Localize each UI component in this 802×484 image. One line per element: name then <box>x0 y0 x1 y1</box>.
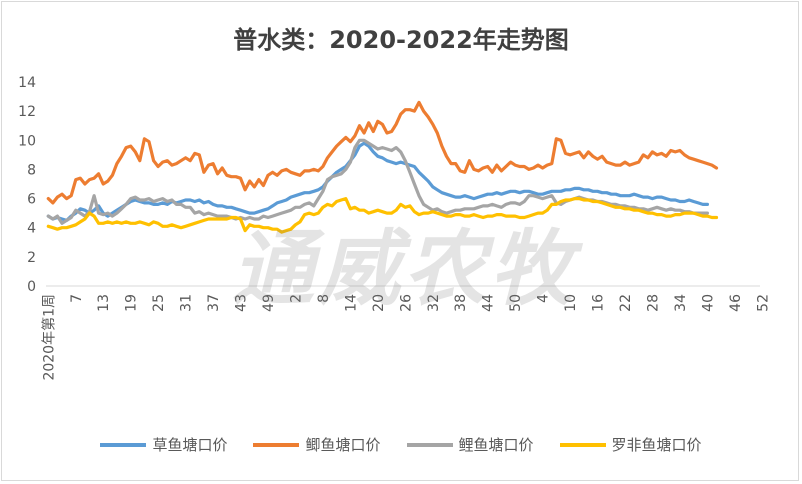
x-tick-label: 37 <box>206 294 222 312</box>
x-tick-label: 28 <box>645 294 661 312</box>
x-tick-label: 50 <box>508 294 524 312</box>
legend-swatch <box>406 442 453 447</box>
x-tick-label: 20 <box>371 294 387 312</box>
y-tick-label: 0 <box>27 279 36 295</box>
x-tick-label: 46 <box>728 294 744 312</box>
y-tick-label: 12 <box>18 104 36 120</box>
x-tick-label: 2 <box>288 294 304 303</box>
x-tick-label: 4 <box>536 294 552 303</box>
legend-item: 鲫鱼塘口价 <box>253 434 381 455</box>
legend-swatch <box>253 442 300 447</box>
x-tick-label: 25 <box>151 294 167 312</box>
x-tick-label: 34 <box>673 294 689 312</box>
x-axis: 2020年第1周 7 13 19 25 31 37 43 49 2 8 14 20 26 32 38 44 50 4… <box>40 285 771 381</box>
x-tick-label: 31 <box>179 294 195 312</box>
legend-item: 罗非鱼塘口价 <box>559 434 702 455</box>
legend-label: 鲫鱼塘口价 <box>305 436 381 454</box>
chart-title: 普水类：2020-2022年走势图 <box>233 26 569 54</box>
x-tick-label: 7 <box>69 294 85 303</box>
x-tick-label: 49 <box>261 294 277 312</box>
series-line-3 <box>46 197 719 234</box>
y-tick-label: 2 <box>27 250 36 266</box>
y-tick-label: 8 <box>27 162 36 178</box>
x-tick-label: 16 <box>591 294 607 312</box>
legend-label: 草鱼塘口价 <box>152 436 228 454</box>
x-tick-label: 52 <box>755 294 771 312</box>
series-line-1 <box>46 100 719 205</box>
x-tick-label: 43 <box>234 294 250 312</box>
x-tick-label: 32 <box>426 294 442 312</box>
y-tick-label: 6 <box>27 192 36 208</box>
legend-swatch <box>100 442 147 447</box>
legend-label: 罗非鱼塘口价 <box>611 436 702 454</box>
x-tick-label: 14 <box>343 294 359 312</box>
watermark: 通威农牧 <box>232 222 576 317</box>
x-tick-label: 8 <box>316 294 332 303</box>
x-tick-label: 13 <box>96 294 112 312</box>
series-lines <box>46 100 719 234</box>
x-tick-label: 2020年第1周 <box>40 294 57 381</box>
legend-swatch <box>559 442 606 447</box>
x-tick-label: 44 <box>481 294 497 312</box>
x-tick-label: 26 <box>398 294 414 312</box>
x-tick-label: 19 <box>124 294 140 312</box>
x-tick-label: 38 <box>453 294 469 312</box>
x-tick-label: 22 <box>618 294 634 312</box>
legend: 草鱼塘口价 鲫鱼塘口价 鲤鱼塘口价 罗非鱼塘口价 <box>0 434 802 455</box>
x-tick-label: 40 <box>700 294 716 312</box>
y-tick-label: 4 <box>27 221 36 237</box>
legend-label: 鲤鱼塘口价 <box>458 436 534 454</box>
legend-item: 鲤鱼塘口价 <box>406 434 534 455</box>
series-line-0 <box>46 141 710 222</box>
x-tick-label: 10 <box>563 294 579 312</box>
y-tick-label: 10 <box>18 133 36 149</box>
y-tick-label: 14 <box>18 75 36 91</box>
y-axis: 0 2 4 6 8 10 12 14 <box>18 75 36 295</box>
legend-item: 草鱼塘口价 <box>100 434 227 455</box>
